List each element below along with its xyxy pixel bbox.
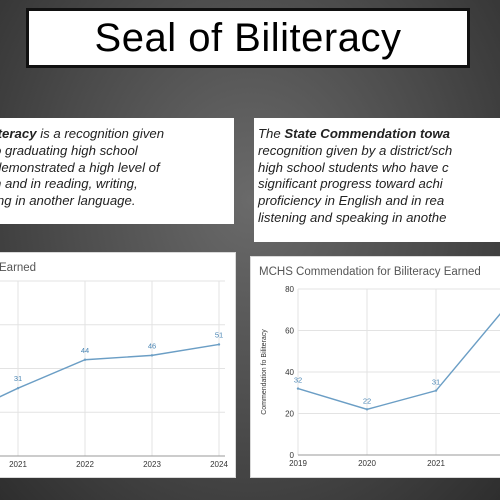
y-tick-label: 40 <box>285 368 294 377</box>
y-tick-label: 0 <box>290 451 295 460</box>
data-label: 31 <box>14 374 22 383</box>
data-point <box>217 343 221 346</box>
commendation-earned-chart-svg: Commendation fo Biliteracy 80 60 40 20 0 32 22 3… <box>261 285 500 468</box>
data-label: 22 <box>363 396 371 405</box>
seal-text-line-5: ing in another language. <box>0 193 136 209</box>
data-label: 46 <box>148 341 156 350</box>
x-tick-label: 2019 <box>289 459 307 468</box>
commendation-text-line-6: listening and speaking in anothe <box>258 209 447 225</box>
seal-text-line-3: demonstrated a high level of <box>0 159 160 175</box>
commendation-description-card: The State Commendation towa recognition … <box>254 118 500 242</box>
y-tick-label: 80 <box>285 285 294 294</box>
commendation-text-line-2: recognition given by a district/sch <box>258 142 453 158</box>
commendation-text-line-5: proficiency in English and in rea <box>258 193 445 209</box>
y-tick-label: 20 <box>285 410 294 419</box>
commendation-earned-chart: MCHS Commendation for Biliteracy Earned … <box>250 256 500 478</box>
x-tick-label: 2023 <box>143 460 161 469</box>
commendation-text-line-1: The State Commendation towa <box>258 126 500 143</box>
seal-text-line-1: iteracy is a recognition given <box>0 126 230 143</box>
y-tick-label: 60 <box>285 327 294 336</box>
seal-text-line-4: h and in reading, writing, <box>0 176 138 192</box>
seal-text-line-1-rest: is a recognition given <box>36 126 165 141</box>
slide-title-box: Seal of Biliteracy <box>26 8 470 68</box>
series-line <box>0 343 220 398</box>
commendation-text-line-3: high school students who have c <box>258 159 449 175</box>
x-tick-label: 2021 <box>9 460 27 469</box>
seal-earned-chart-svg: 31 44 46 51 2021 2022 2023 2024 <box>0 280 228 469</box>
seal-text-line-2: o graduating high school <box>0 142 138 158</box>
data-label: 32 <box>294 376 302 385</box>
slide-title: Seal of Biliteracy <box>94 15 402 60</box>
data-point <box>16 386 20 390</box>
y-axis-label: Commendation fo Biliteracy <box>261 329 268 415</box>
chart-title: MCHS Commendation for Biliteracy Earned <box>259 266 481 278</box>
x-tick-label: 2024 <box>210 460 228 469</box>
seal-description-card: iteracy is a recognition given o graduat… <box>0 118 234 224</box>
seal-earned-chart: Earned 31 44 46 51 2021 2022 2023 2024 <box>0 252 236 478</box>
data-label: 44 <box>81 346 89 355</box>
commendation-text-pre: The <box>258 126 285 141</box>
data-point <box>365 408 369 411</box>
commendation-text-bold: State Commendation towa <box>284 126 450 141</box>
data-label: 31 <box>432 378 440 387</box>
data-point <box>83 358 87 361</box>
x-tick-label: 2021 <box>427 459 445 468</box>
x-tick-label: 2020 <box>358 459 376 468</box>
data-point <box>296 387 300 390</box>
x-tick-label: 2022 <box>76 460 94 469</box>
chart-title: Earned <box>0 262 37 274</box>
commendation-text-line-4: significant progress toward achi <box>258 176 443 192</box>
series-line <box>297 313 500 411</box>
data-point <box>150 354 154 357</box>
data-point <box>434 389 438 392</box>
data-label: 51 <box>215 330 223 339</box>
seal-text-bold: iteracy <box>0 126 37 141</box>
